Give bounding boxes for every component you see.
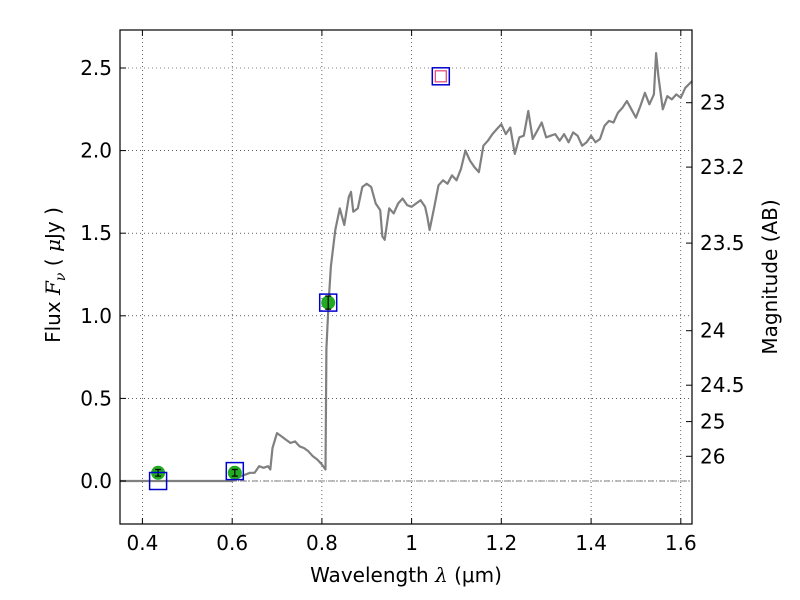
y-tick-label-1: 0.5 (80, 386, 112, 410)
y-tick-label-3: 1.5 (80, 221, 112, 245)
y-axis-label: Flux Fν ( μJy ) (41, 207, 69, 343)
y-tick-label-5: 2.5 (80, 56, 112, 80)
upper-limit-marker-0 (434, 70, 447, 83)
axis-ticks: 0.4 0.6 0.8 1 1.2 1.4 1.6 0.0 0.5 1.0 1.5 2.0 2.5 23 2… (80, 30, 745, 555)
mag-tick-label-6: 26 (700, 444, 725, 468)
x-axis-label: Wavelength λ (μm) (310, 563, 502, 587)
model-photometry-box-1 (225, 461, 245, 481)
mag-tick-label-3: 24 (700, 319, 725, 343)
photometry-markers (148, 67, 451, 491)
mag-tick-label-2: 23.5 (700, 231, 745, 255)
model-photometry-box-2 (318, 293, 338, 312)
x-tick-label-5: 1.4 (575, 531, 607, 555)
y-tick-label-2: 1.0 (80, 304, 112, 328)
x-tick-label-6: 1.6 (665, 531, 697, 555)
y2-axis-label: Magnitude (AB) (758, 199, 782, 354)
model-photometry-box-3 (431, 67, 451, 86)
mag-tick-label-0: 23 (700, 91, 725, 115)
x-tick-label-4: 1.2 (485, 531, 517, 555)
x-tick-label-2: 0.8 (306, 531, 338, 555)
model-spectrum-line (120, 52, 693, 483)
model-photometry-box-0 (148, 471, 168, 491)
x-tick-label-3: 1 (405, 531, 418, 555)
grid (120, 30, 692, 524)
mag-tick-label-1: 23.2 (700, 155, 745, 179)
y-tick-label-4: 2.0 (80, 139, 112, 163)
plot-frame (119, 29, 693, 525)
mag-tick-label-5: 25 (700, 410, 725, 434)
x-tick-label-0: 0.4 (126, 531, 158, 555)
y-tick-label-0: 0.0 (80, 469, 112, 493)
x-tick-label-1: 0.6 (216, 531, 248, 555)
mag-tick-label-4: 24.5 (700, 373, 745, 397)
